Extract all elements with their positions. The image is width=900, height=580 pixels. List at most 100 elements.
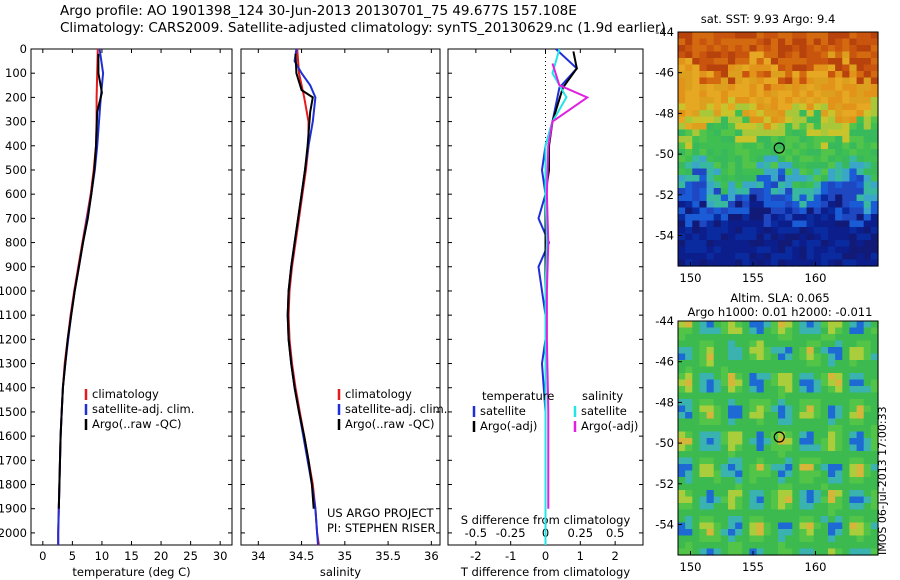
- map-cell: [756, 58, 765, 66]
- map-cell: [863, 129, 872, 137]
- map-cell: [799, 516, 808, 524]
- map-cell: [842, 240, 851, 248]
- y-tick-label: 400: [5, 139, 27, 153]
- map-cell: [699, 477, 708, 485]
- map-cell: [842, 64, 851, 72]
- map-cell: [856, 207, 865, 215]
- map-cell: [706, 123, 715, 131]
- project-credit: US ARGO PROJECT: [327, 506, 435, 520]
- map-cell: [813, 103, 822, 111]
- map-cell: [685, 360, 693, 368]
- map-cell: [792, 214, 801, 222]
- map-cell: [728, 129, 736, 137]
- map-cell: [735, 483, 743, 491]
- map-cell: [770, 509, 779, 517]
- map-cell: [742, 516, 751, 524]
- map-cell: [720, 259, 729, 267]
- map-cell: [806, 347, 815, 355]
- map-cell: [792, 38, 801, 46]
- map-cell: [820, 321, 829, 329]
- map-cell: [692, 259, 701, 267]
- map-y-tick-label: -50: [655, 147, 674, 161]
- map-cell: [785, 483, 793, 491]
- map-cell: [728, 246, 736, 254]
- map-cell: [835, 129, 843, 137]
- map-cell: [828, 77, 836, 85]
- map-cell: [799, 548, 808, 556]
- map-cell: [842, 490, 851, 498]
- map-cell: [742, 90, 751, 98]
- map-cell: [792, 451, 801, 459]
- map-cell: [799, 110, 808, 118]
- map-cell: [799, 220, 808, 228]
- map-cell: [706, 162, 715, 170]
- map-cell: [806, 373, 815, 381]
- map-cell: [692, 110, 701, 118]
- map-cell: [813, 116, 822, 124]
- x-tick-label-salinity: 35: [338, 549, 353, 563]
- map-cell: [820, 51, 829, 59]
- map-cell: [828, 136, 836, 144]
- map-cell: [770, 418, 779, 426]
- map-cell: [713, 483, 722, 491]
- map-cell: [699, 32, 708, 40]
- y-tick-label: 0: [20, 42, 27, 56]
- map-cell: [792, 84, 801, 92]
- map-cell: [778, 207, 786, 215]
- map-cell: [742, 45, 751, 53]
- map-cell: [756, 405, 765, 413]
- map-cell: [713, 425, 722, 433]
- map-cell: [856, 194, 865, 202]
- map-cell: [792, 45, 801, 53]
- map-cell: [863, 175, 872, 183]
- map-cell: [763, 227, 772, 235]
- map-cell: [820, 149, 829, 157]
- map-cell: [806, 233, 815, 241]
- map-cell: [828, 71, 836, 79]
- x-tick-label-temperature: 5: [69, 549, 76, 563]
- map-cell: [828, 90, 836, 98]
- map-cell: [713, 360, 722, 368]
- map-cell: [756, 425, 765, 433]
- map-cell: [863, 84, 872, 92]
- map-cell: [799, 470, 808, 478]
- map-cell: [713, 45, 722, 53]
- map-cell: [706, 386, 715, 394]
- map-cell: [799, 188, 808, 196]
- map-cell: [699, 438, 708, 446]
- map-cell: [756, 444, 765, 452]
- map-cell: [785, 399, 793, 407]
- map-cell: [728, 207, 736, 215]
- map-cell: [828, 412, 836, 420]
- map-cell: [835, 227, 843, 235]
- map-cell: [735, 366, 743, 374]
- map-cell: [813, 360, 822, 368]
- map-cell: [770, 353, 779, 361]
- map-cell: [835, 503, 843, 511]
- map-cell: [713, 412, 722, 420]
- map-cell: [863, 32, 872, 40]
- map-cell: [770, 84, 779, 92]
- map-cell: [842, 246, 851, 254]
- map-cell: [820, 181, 829, 189]
- map-cell: [870, 103, 879, 111]
- map-cell: [749, 431, 758, 439]
- map-cell: [820, 259, 829, 267]
- map-cell: [692, 340, 701, 348]
- map-cell: [820, 90, 829, 98]
- map-cell: [713, 477, 722, 485]
- map-cell: [685, 220, 693, 228]
- map-cell: [735, 334, 743, 342]
- map-cell: [728, 353, 736, 361]
- map-cell: [728, 490, 736, 498]
- map-cell: [849, 181, 858, 189]
- map-cell: [742, 181, 751, 189]
- map-cell: [870, 522, 879, 530]
- map-cell: [706, 201, 715, 209]
- map-cell: [763, 529, 772, 537]
- map-cell: [849, 142, 858, 150]
- map-cell: [770, 194, 779, 202]
- map-cell: [870, 175, 879, 183]
- map-cell: [806, 451, 815, 459]
- map-cell: [806, 425, 815, 433]
